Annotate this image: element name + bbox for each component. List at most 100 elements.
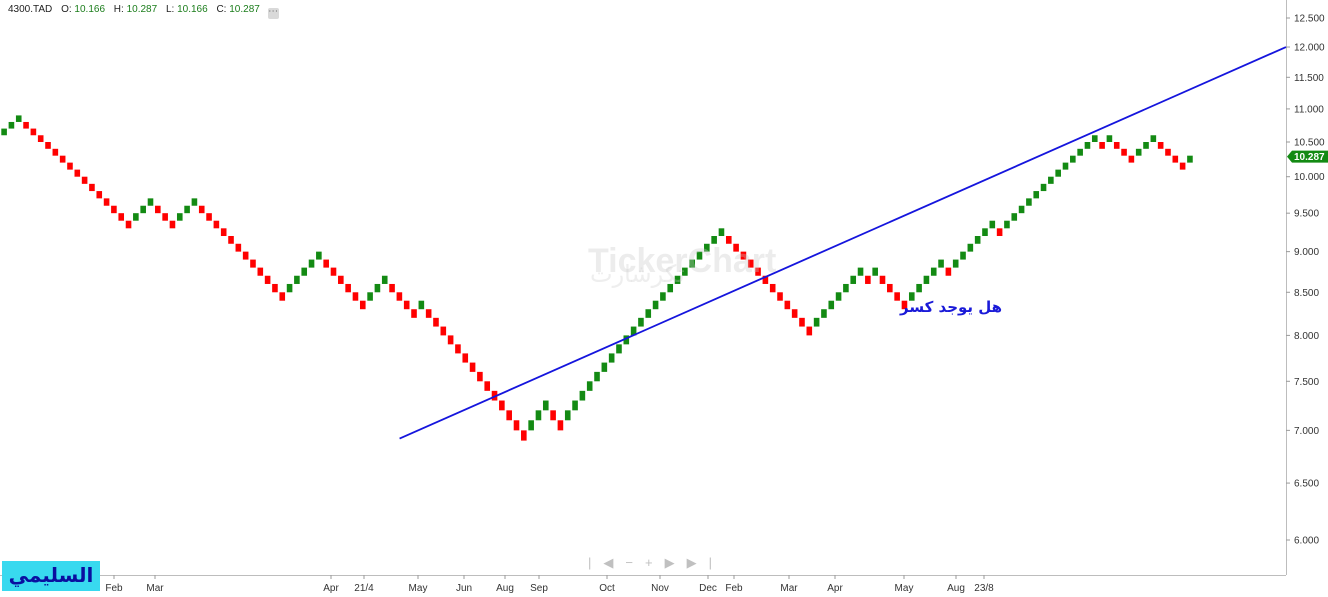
renko-brick-up [286,283,293,293]
renko-brick-down [206,213,212,221]
renko-brick-up [623,335,630,345]
renko-brick-down [733,243,739,252]
renko-brick-down [352,292,359,301]
author-badge: السليمي [2,561,100,591]
renko-brick-up [535,410,542,421]
renko-brick-up [1106,135,1113,143]
renko-brick-down [499,400,505,411]
renko-brick-down [865,275,871,284]
x-tick-label: 23/8 [974,583,994,594]
renko-brick-up [308,259,315,268]
renko-brick-down [996,228,1003,237]
renko-brick-up [542,400,549,411]
renko-brick-up [579,390,586,401]
x-tick-label: Mar [146,583,164,594]
trendline[interactable] [399,46,1287,440]
renko-brick-up [1062,162,1069,170]
renko-brick-up [1033,191,1040,199]
renko-brick-up [1077,148,1083,156]
y-tick-label: 11.000 [1294,104,1324,115]
renko-brick-down [1121,148,1127,156]
renko-brick-up [828,300,835,310]
zoom-out-icon[interactable]: − [625,555,645,570]
last-price-marker [1287,150,1328,163]
more-options-icon[interactable]: ⋯ [267,6,279,19]
renko-brick-down [359,300,366,310]
renko-brick-down [521,430,527,441]
x-tick-label: Feb [105,583,123,594]
renko-brick-down [89,183,95,192]
renko-brick-up [601,362,608,372]
renko-brick-up [696,251,703,260]
renko-brick-down [1113,142,1120,149]
renko-brick-down [96,191,103,199]
open-value: 10.166 [74,4,106,15]
renko-brick-down [477,371,483,382]
renko-brick-up [15,115,22,122]
renko-brick-down [455,344,461,354]
x-tick-label: Apr [323,583,339,594]
chevron-left-icon[interactable]: ◀ [603,555,626,570]
renko-brick-down [250,259,256,268]
renko-brick-down [125,220,132,229]
renko-brick-up [374,283,381,293]
renko-brick-up [294,275,300,284]
renko-brick-down [23,121,29,129]
y-tick-label: 10.500 [1294,138,1325,149]
chart-navigation: |◀−+▶▶| [588,555,724,571]
separator-icon: | [588,555,604,570]
renko-brick-down [945,267,952,276]
renko-brick-up [813,317,820,327]
renko-brick-down [433,317,439,327]
watermark-arabic: تكرشارت [590,260,685,288]
y-tick-label: 6.500 [1294,479,1319,490]
renko-brick-down [1172,155,1179,163]
renko-brick-down [345,283,351,293]
renko-brick-down [74,169,81,177]
renko-brick-up [982,228,988,237]
renko-brick-up [191,198,198,206]
renko-brick-down [155,205,161,214]
renko-brick-up [133,213,139,221]
renko-brick-down [447,335,454,345]
renko-brick-down [37,135,44,143]
renko-brick-up [930,267,937,276]
renko-brick-up [711,236,717,244]
renko-brick-down [67,162,73,170]
renko-brick-down [162,213,168,221]
close-label: C: [216,4,227,15]
renko-brick-up [381,275,388,284]
renko-brick-down [279,292,286,301]
renko-brick-down [725,236,732,244]
y-tick-label: 10.000 [1294,172,1325,183]
low-label: L: [165,4,175,15]
renko-brick-down [81,176,88,184]
renko-brick-up [989,220,996,229]
x-tick-label: Aug [496,583,514,594]
renko-brick-down [1157,142,1164,149]
renko-brick-down [272,283,278,293]
renko-brick-up [1150,135,1157,143]
renko-brick-down [118,213,125,221]
renko-brick-up [1055,169,1061,177]
watermark-logo: TickerChart [588,242,777,280]
renko-brick-up [184,205,190,214]
renko-brick-up [821,309,827,318]
renko-brick-down [557,420,564,431]
renko-brick-down [879,275,886,284]
renko-brick-down [506,410,512,421]
renko-brick-up [1,128,7,136]
renko-brick-up [682,267,688,276]
renko-brick-up [630,326,637,336]
symbol-label: 4300.TAD [8,4,53,15]
renko-brick-down [1165,148,1171,156]
end-icon[interactable]: ▶| [686,555,724,570]
x-tick-label: Apr [827,583,843,594]
chevron-right-icon[interactable]: ▶ [664,555,687,570]
high-label: H: [113,4,124,15]
zoom-in-icon[interactable]: + [644,555,665,570]
renko-brick-up [1143,142,1149,149]
renko-brick-down [755,267,761,276]
